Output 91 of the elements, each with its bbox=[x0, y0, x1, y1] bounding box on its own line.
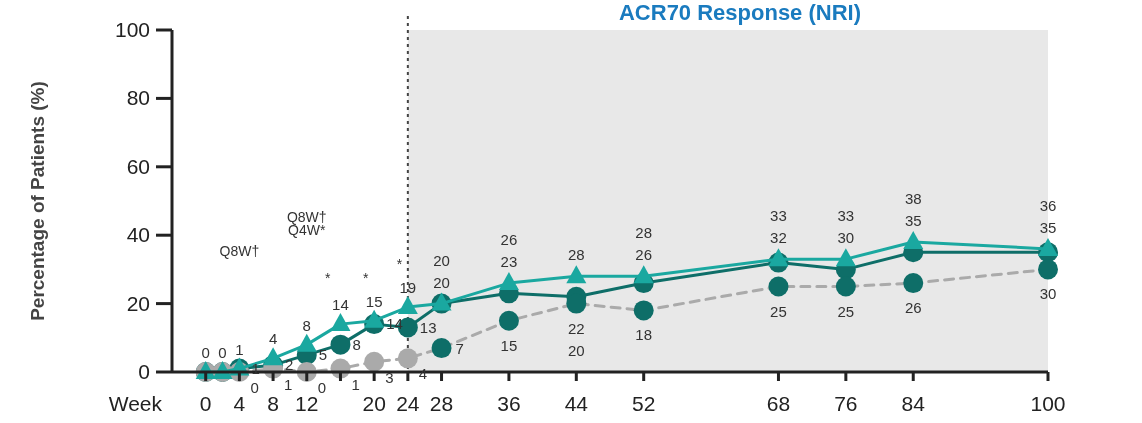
point bbox=[566, 265, 587, 284]
y-tick-label: 40 bbox=[126, 223, 150, 247]
x-tick-label: 76 bbox=[834, 392, 858, 415]
point bbox=[768, 276, 789, 297]
data-label: 0 bbox=[201, 344, 210, 361]
point bbox=[903, 231, 924, 250]
annotation: Q8W† bbox=[286, 208, 327, 225]
data-label: 1 bbox=[251, 359, 260, 377]
data-label: 30 bbox=[837, 229, 855, 247]
data-label: 22 bbox=[567, 319, 585, 337]
data-label: 1 bbox=[351, 375, 360, 393]
point bbox=[633, 265, 654, 284]
x-tick-label: 28 bbox=[429, 392, 454, 415]
x-tick-label: 24 bbox=[396, 392, 420, 415]
x-tick-label: 36 bbox=[497, 392, 521, 415]
data-label: 33 bbox=[837, 207, 855, 225]
point bbox=[633, 300, 654, 321]
data-label: 0 bbox=[218, 344, 227, 361]
data-label: 15 bbox=[365, 292, 383, 310]
x-tick-label: 4 bbox=[233, 392, 246, 415]
data-label: 4 bbox=[268, 330, 278, 348]
point bbox=[364, 351, 385, 372]
y-tick-label: 80 bbox=[126, 86, 150, 110]
data-label: 20 bbox=[433, 273, 450, 291]
data-label: 36 bbox=[1039, 196, 1057, 214]
y-tick-label: 20 bbox=[126, 291, 150, 315]
data-label: 1 bbox=[284, 375, 293, 393]
data-label: 18 bbox=[635, 326, 653, 344]
point bbox=[296, 333, 317, 352]
x-tick-label: 0 bbox=[199, 392, 212, 415]
data-label: 13 bbox=[419, 318, 437, 336]
data-label: 26 bbox=[904, 299, 922, 317]
point bbox=[498, 310, 519, 331]
data-label: 3 bbox=[385, 368, 394, 386]
x-axis-title: Week bbox=[108, 392, 163, 415]
x-tick-label: 8 bbox=[267, 392, 279, 415]
data-label: 20 bbox=[433, 251, 450, 269]
point bbox=[835, 248, 856, 267]
point bbox=[835, 276, 856, 297]
annotation: * bbox=[363, 270, 369, 287]
data-label: 25 bbox=[770, 302, 787, 320]
data-label: 20 bbox=[567, 341, 585, 359]
x-tick-label: 52 bbox=[632, 392, 656, 415]
x-tick-label: 84 bbox=[901, 392, 926, 415]
x-tick-label: 68 bbox=[766, 392, 791, 415]
y-tick-label: 100 bbox=[114, 18, 150, 41]
point bbox=[397, 348, 418, 369]
y-tick-label: 0 bbox=[138, 360, 150, 383]
point bbox=[1038, 259, 1058, 280]
point bbox=[1038, 237, 1058, 256]
data-label: 26 bbox=[635, 246, 653, 264]
annotation: * bbox=[396, 256, 403, 273]
data-label: 19 bbox=[399, 279, 417, 297]
x-tick-label: 44 bbox=[564, 392, 589, 415]
annotation: * bbox=[325, 270, 332, 287]
data-label: 0 bbox=[317, 379, 327, 396]
data-label: 32 bbox=[770, 229, 787, 247]
point bbox=[768, 248, 789, 267]
data-label: 7 bbox=[455, 340, 464, 358]
data-label: 14 bbox=[386, 315, 403, 333]
point bbox=[498, 272, 519, 291]
data-label: 0 bbox=[250, 379, 259, 396]
point bbox=[330, 313, 351, 332]
data-label: 1 bbox=[235, 340, 244, 358]
y-axis-title: Percentage of Patients (%) bbox=[27, 81, 48, 321]
data-label: 35 bbox=[1039, 218, 1057, 236]
data-label: 5 bbox=[318, 345, 328, 363]
data-label: 28 bbox=[635, 224, 653, 242]
data-label: 30 bbox=[1039, 285, 1057, 303]
data-label: 26 bbox=[500, 231, 518, 249]
data-label: 15 bbox=[500, 336, 518, 354]
chart-title: ACR70 Response (NRI) bbox=[618, 0, 862, 25]
data-label: 8 bbox=[352, 335, 361, 353]
data-label: 8 bbox=[302, 316, 311, 334]
point bbox=[364, 309, 385, 328]
point bbox=[330, 334, 351, 355]
data-label: 14 bbox=[332, 296, 349, 314]
x-tick-label: 100 bbox=[1030, 392, 1066, 415]
data-label: 38 bbox=[904, 190, 922, 208]
point bbox=[397, 296, 418, 315]
x-tick-label: 12 bbox=[295, 392, 319, 415]
point bbox=[903, 273, 924, 294]
data-label: 25 bbox=[837, 302, 855, 320]
y-tick-label: 60 bbox=[126, 154, 150, 178]
data-label: 35 bbox=[904, 212, 922, 230]
data-label: 33 bbox=[770, 207, 787, 225]
x-tick-label: 20 bbox=[362, 392, 386, 415]
data-label: 28 bbox=[567, 246, 585, 264]
data-label: 23 bbox=[500, 253, 518, 271]
annotation: Q8W† bbox=[219, 242, 260, 259]
point bbox=[431, 338, 452, 359]
